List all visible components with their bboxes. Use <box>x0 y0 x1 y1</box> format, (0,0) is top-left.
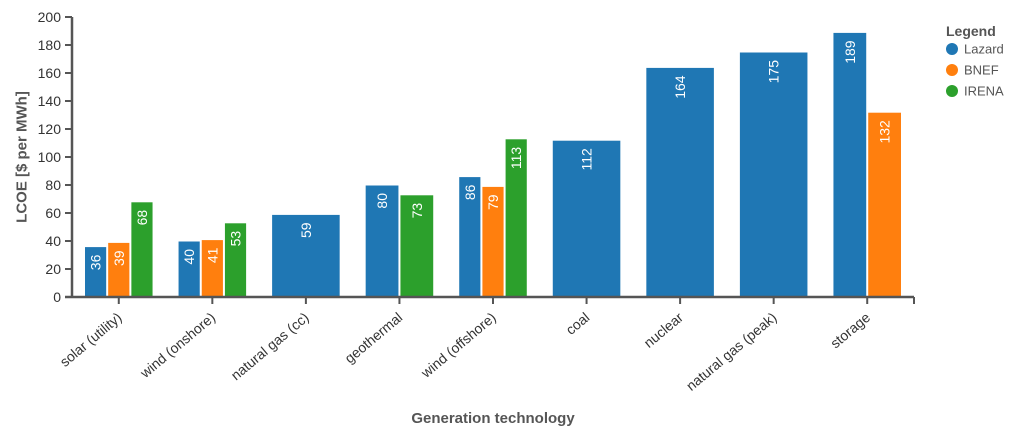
bar-bnef-8 <box>867 111 903 298</box>
legend: Legend Lazard BNEF IRENA <box>946 23 1004 99</box>
legend-swatch-lazard <box>946 43 958 55</box>
bar-lazard-8 <box>832 31 868 298</box>
bar-value-label: 86 <box>462 184 478 200</box>
y-tick-label: 140 <box>38 93 62 109</box>
x-tick-label: storage <box>827 309 873 351</box>
x-tick-label: wind (onshore) <box>136 309 218 381</box>
x-tick-label: wind (offshore) <box>417 309 499 381</box>
y-tick-label: 120 <box>38 121 62 137</box>
x-axis-title: Generation technology <box>411 410 575 427</box>
bar-lazard-2 <box>271 213 341 298</box>
bar-value-label: 40 <box>181 249 197 265</box>
y-tick-label: 100 <box>38 149 62 165</box>
y-axis: 0 20 40 60 80 100 120 140 160 180 200 <box>38 9 74 305</box>
legend-label-irena: IRENA <box>964 84 1004 99</box>
bar-value-label: 112 <box>579 148 595 171</box>
x-tick-label: solar (utility) <box>57 309 125 370</box>
bar-lazard-0 <box>84 246 108 298</box>
bar-value-label: 36 <box>88 254 104 270</box>
bar-irena-3 <box>399 194 435 298</box>
y-tick-label: 20 <box>45 261 61 277</box>
bar-value-label: 164 <box>672 75 688 99</box>
bar-lazard-5 <box>551 139 622 298</box>
bar-value-label: 132 <box>877 120 893 144</box>
y-tick-label: 40 <box>45 233 61 249</box>
y-tick-label: 60 <box>45 205 61 221</box>
x-tick-label: natural gas (peak) <box>683 309 780 394</box>
bar-value-label: 73 <box>409 203 425 219</box>
bar-value-label: 59 <box>298 222 314 238</box>
bar-value-label: 189 <box>842 40 858 64</box>
bar-lazard-7 <box>738 51 809 298</box>
y-tick-label: 200 <box>38 9 62 25</box>
bar-value-label: 113 <box>508 147 524 170</box>
x-tick-label: nuclear <box>641 309 687 351</box>
bar-value-label: 68 <box>134 210 150 226</box>
bar-value-label: 53 <box>228 231 244 247</box>
bar-lazard-3 <box>364 184 400 298</box>
x-tick-label: coal <box>563 309 593 338</box>
x-tick-label: geothermal <box>341 309 405 366</box>
x-tick-label: natural gas (cc) <box>228 309 312 383</box>
bar-value-label: 175 <box>766 60 782 84</box>
y-tick-label: 0 <box>53 289 61 305</box>
legend-label-bnef: BNEF <box>964 63 999 78</box>
y-tick-label: 180 <box>38 37 62 53</box>
bar-lazard-6 <box>645 66 715 298</box>
y-tick-label: 160 <box>38 65 62 81</box>
legend-swatch-irena <box>946 85 958 97</box>
legend-swatch-bnef <box>946 64 958 76</box>
bar-value-label: 80 <box>374 193 390 209</box>
bar-value-label: 39 <box>111 250 127 266</box>
bars-group: 36 39 68 40 41 53 59 80 73 86 79 113 112 164 175 189 132 <box>84 31 903 298</box>
y-tick-label: 80 <box>45 177 61 193</box>
bar-value-label: 41 <box>204 247 220 263</box>
x-axis: solar (utility) wind (onshore) natural gas… <box>57 295 915 394</box>
legend-title: Legend <box>946 23 996 39</box>
legend-label-lazard: Lazard <box>964 42 1004 57</box>
y-axis-title: LCOE [$ per MWh] <box>14 91 31 223</box>
bar-value-label: 79 <box>485 194 501 210</box>
